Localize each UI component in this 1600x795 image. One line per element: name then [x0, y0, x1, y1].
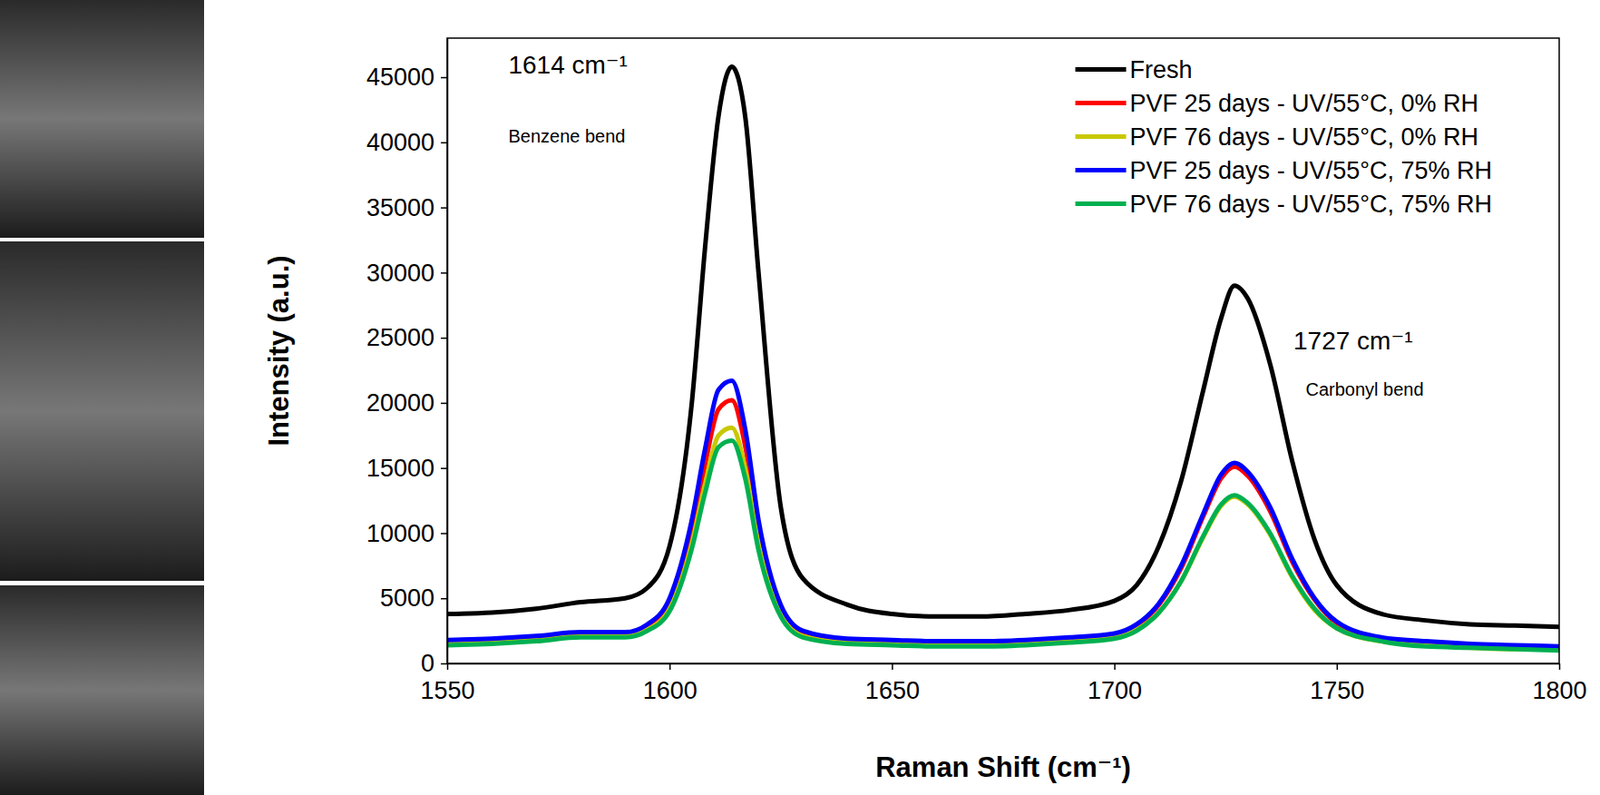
- tick-mark: [440, 663, 448, 665]
- plot: 1550 1600 1650 1700 1750 1800 0 5000 10000 15000 2…: [366, 38, 1588, 704]
- tick-mark: [1336, 663, 1339, 670]
- tick-label: 1600: [643, 676, 698, 704]
- tick-label: 5000: [380, 584, 435, 612]
- tick: 1650: [865, 663, 920, 704]
- x-axis: 1550 1600 1650 1700 1750 1800: [419, 663, 1587, 704]
- tick-label: 1650: [865, 676, 920, 704]
- x-axis-title: Raman Shift (cm⁻¹): [875, 751, 1132, 783]
- legend-item: PVF 76 days - UV/55°C, 0% RH: [1075, 123, 1479, 151]
- tick-label: 1800: [1531, 676, 1587, 704]
- plot-frame: [447, 38, 1560, 664]
- series-line: [447, 400, 1560, 648]
- tick: 5000: [380, 584, 448, 612]
- tick-label: 1550: [419, 676, 475, 704]
- tick-label: 15000: [366, 454, 435, 482]
- tick-mark: [440, 337, 448, 340]
- chart: 1550 1600 1650 1700 1750 1800 0 5000 10000 15000 2…: [0, 0, 1600, 795]
- tick-label: 25000: [366, 323, 435, 352]
- tick-mark: [669, 663, 672, 670]
- legend-label: Fresh: [1130, 56, 1193, 84]
- tick: 1800: [1531, 663, 1587, 704]
- axis-line: [447, 39, 449, 664]
- tick: 30000: [366, 259, 448, 287]
- tick-label: 30000: [366, 259, 435, 287]
- series-line: [447, 67, 1560, 627]
- tick-mark: [440, 402, 448, 405]
- legend-swatch: [1075, 100, 1127, 106]
- tick-mark: [440, 467, 448, 469]
- tick-mark: [1113, 663, 1116, 670]
- lines: [447, 67, 1560, 651]
- tick: 40000: [366, 128, 448, 157]
- legend-label: PVF 25 days - UV/55°C, 0% RH: [1130, 89, 1479, 118]
- tick-label: 40000: [366, 128, 435, 157]
- tick-mark: [440, 142, 448, 145]
- tick-mark: [440, 272, 448, 274]
- y-axis-title: Intensity (a.u.): [263, 254, 295, 446]
- legend-label: PVF 76 days - UV/55°C, 0% RH: [1130, 123, 1479, 151]
- legend-label: PVF 25 days - UV/55°C, 75% RH: [1130, 156, 1493, 185]
- annotation: 1614 cm⁻¹: [507, 50, 628, 79]
- tick-mark: [440, 532, 448, 535]
- tick-mark: [440, 597, 448, 600]
- tick: 1700: [1087, 663, 1142, 704]
- tick-label: 0: [420, 649, 435, 677]
- series-line: [447, 380, 1560, 647]
- tick-mark: [1559, 663, 1561, 670]
- tick-label: 1700: [1087, 676, 1142, 704]
- annotation: Benzene bend: [507, 126, 625, 147]
- tick-label: 20000: [366, 389, 435, 417]
- legend-swatch: [1075, 167, 1127, 173]
- tick-mark: [440, 77, 448, 79]
- legend-swatch: [1075, 201, 1127, 206]
- series-line: [447, 440, 1560, 651]
- tick-label: 45000: [366, 63, 435, 91]
- legend-item: Fresh: [1075, 56, 1193, 84]
- legend: Fresh PVF 25 days - UV/55°C, 0% RH PVF 76 …: [1075, 56, 1493, 218]
- tick-mark: [440, 206, 448, 209]
- tick-mark: [891, 663, 894, 670]
- tick-label: 1750: [1309, 676, 1365, 704]
- micrograph-strips: [0, 0, 205, 795]
- tick: 20000: [366, 389, 448, 417]
- legend-swatch: [1075, 134, 1127, 139]
- tick: 0: [420, 649, 448, 677]
- micrograph-0: [0, 0, 205, 238]
- tick: 10000: [366, 519, 448, 547]
- series-line: [447, 427, 1560, 649]
- tick: 1750: [1309, 663, 1365, 704]
- legend-item: PVF 76 days - UV/55°C, 75% RH: [1075, 190, 1493, 218]
- tick: 1600: [643, 663, 698, 704]
- tick: 15000: [366, 454, 448, 482]
- axis-line: [448, 663, 1561, 665]
- legend-swatch: [1075, 67, 1127, 72]
- legend-item: PVF 25 days - UV/55°C, 75% RH: [1075, 156, 1493, 185]
- annotation: Carbonyl bend: [1305, 379, 1424, 400]
- annotation: 1727 cm⁻¹: [1293, 326, 1414, 355]
- legend-item: PVF 25 days - UV/55°C, 0% RH: [1075, 89, 1479, 118]
- legend-label: PVF 76 days - UV/55°C, 75% RH: [1130, 190, 1493, 218]
- tick: 25000: [366, 323, 448, 352]
- tick: 45000: [366, 63, 448, 91]
- y-axis: 0 5000 10000 15000 20000 25000 30000 35000 40000…: [366, 39, 449, 678]
- tick-label: 10000: [366, 519, 435, 547]
- micrograph-1: [0, 241, 205, 581]
- tick-label: 35000: [366, 194, 435, 222]
- micrograph-2: [0, 585, 205, 795]
- tick: 35000: [366, 194, 448, 222]
